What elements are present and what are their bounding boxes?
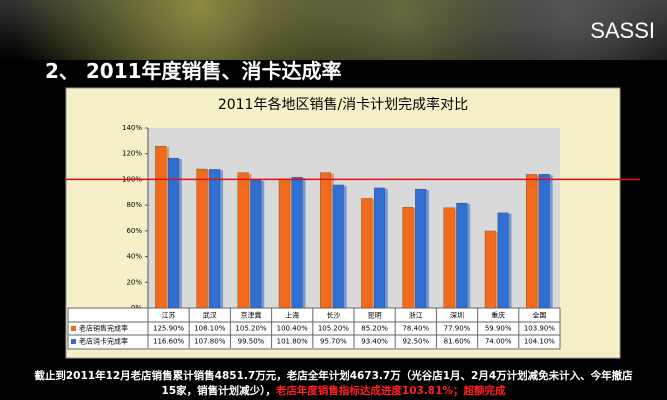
- x-tick-label: 长沙: [326, 311, 340, 320]
- bar-side: [330, 173, 334, 308]
- bar: [237, 172, 249, 309]
- data-label: 105.20%: [235, 325, 266, 333]
- legend-swatch: [71, 326, 76, 331]
- bar-side: [549, 175, 553, 308]
- bar-side: [261, 181, 265, 308]
- bar: [278, 178, 290, 309]
- bar-side: [343, 185, 347, 308]
- bar: [155, 145, 167, 309]
- data-label: 104.10%: [524, 338, 555, 346]
- header-decoration: [0, 0, 667, 60]
- x-tick-label: 深圳: [450, 311, 464, 320]
- data-label: 77.90%: [444, 325, 471, 333]
- data-label: 93.40%: [361, 338, 388, 346]
- x-tick-label: 重庆: [491, 311, 505, 320]
- x-tick-label: 武汉: [203, 311, 217, 320]
- data-label: 74.00%: [485, 338, 512, 346]
- bar-side: [220, 170, 224, 308]
- data-label: 101.80%: [277, 338, 308, 346]
- data-label: 95.70%: [320, 338, 347, 346]
- bar: [320, 172, 332, 309]
- data-label: 125.90%: [153, 325, 184, 333]
- bar: [361, 198, 373, 309]
- bar-side: [495, 231, 499, 308]
- data-label: 108.10%: [194, 325, 225, 333]
- note-text: 截止到2011年12月老店销售累计销售4851.7万元，老店全年计划4673.7…: [34, 370, 633, 397]
- data-label: 99.50%: [238, 338, 265, 346]
- bar-side: [372, 199, 376, 308]
- x-tick-label: 昆明: [368, 312, 382, 320]
- bar-side: [413, 208, 417, 308]
- data-label: 81.60%: [444, 338, 471, 346]
- bar-side: [384, 188, 388, 308]
- bar-side: [178, 159, 182, 308]
- bar-side: [508, 213, 512, 308]
- slide-title: 2、 2011年度销售、消卡达成率: [45, 59, 342, 83]
- data-label: 107.80%: [194, 338, 225, 346]
- bar-side: [536, 175, 540, 308]
- data-label: 105.20%: [318, 325, 349, 333]
- bar-side: [426, 190, 430, 308]
- bar: [332, 184, 344, 309]
- bar: [291, 176, 303, 309]
- data-label: 85.20%: [361, 325, 388, 333]
- y-tick-label: 60%: [126, 227, 142, 235]
- data-label: 59.90%: [485, 325, 512, 333]
- y-tick-label: 140%: [122, 124, 142, 132]
- x-tick-label: 浙江: [409, 311, 423, 320]
- x-tick-label: 全国: [532, 311, 546, 320]
- y-tick-label: 120%: [122, 150, 142, 158]
- legend-swatch: [71, 339, 76, 344]
- bar: [373, 187, 385, 309]
- bar-side: [166, 147, 170, 308]
- bar: [209, 169, 221, 309]
- bar: [250, 179, 262, 309]
- bar: [484, 230, 496, 309]
- bar: [402, 207, 414, 309]
- bar: [443, 207, 455, 309]
- note: 截止到2011年12月老店销售累计销售4851.7万元，老店全年计划4673.7…: [30, 369, 637, 399]
- legend-label: 老店消卡完成率: [79, 337, 128, 346]
- logo: SASSI: [590, 18, 655, 43]
- data-label: 78.40%: [402, 325, 429, 333]
- bar: [538, 174, 550, 309]
- bar: [415, 188, 427, 309]
- data-label: 100.40%: [277, 325, 308, 333]
- x-tick-label: 上海: [285, 311, 299, 320]
- bar: [526, 174, 538, 309]
- y-tick-label: 80%: [126, 201, 142, 209]
- chart-title: 2011年各地区销售/消卡计划完成率对比: [218, 96, 468, 113]
- bar-side: [207, 170, 211, 308]
- bar-side: [467, 204, 471, 308]
- bar-side: [302, 178, 306, 308]
- bar: [167, 157, 179, 309]
- data-label: 103.90%: [524, 325, 555, 333]
- y-tick-label: 40%: [126, 253, 142, 261]
- note-highlight: 老店年度销售指标达成进度103.81%；超额完成: [275, 385, 506, 397]
- bar: [456, 202, 468, 309]
- bar-side: [248, 173, 252, 308]
- legend-label: 老店销售完成率: [79, 324, 128, 333]
- bar: [196, 168, 208, 309]
- x-tick-label: 京津冀: [241, 311, 262, 320]
- y-tick-label: 20%: [126, 278, 142, 286]
- bar: [497, 212, 509, 309]
- bar-side: [289, 179, 293, 308]
- bar-side: [454, 208, 458, 308]
- data-label: 116.60%: [153, 338, 184, 346]
- x-tick-label: 江苏: [162, 311, 176, 320]
- data-label: 92.50%: [402, 338, 429, 346]
